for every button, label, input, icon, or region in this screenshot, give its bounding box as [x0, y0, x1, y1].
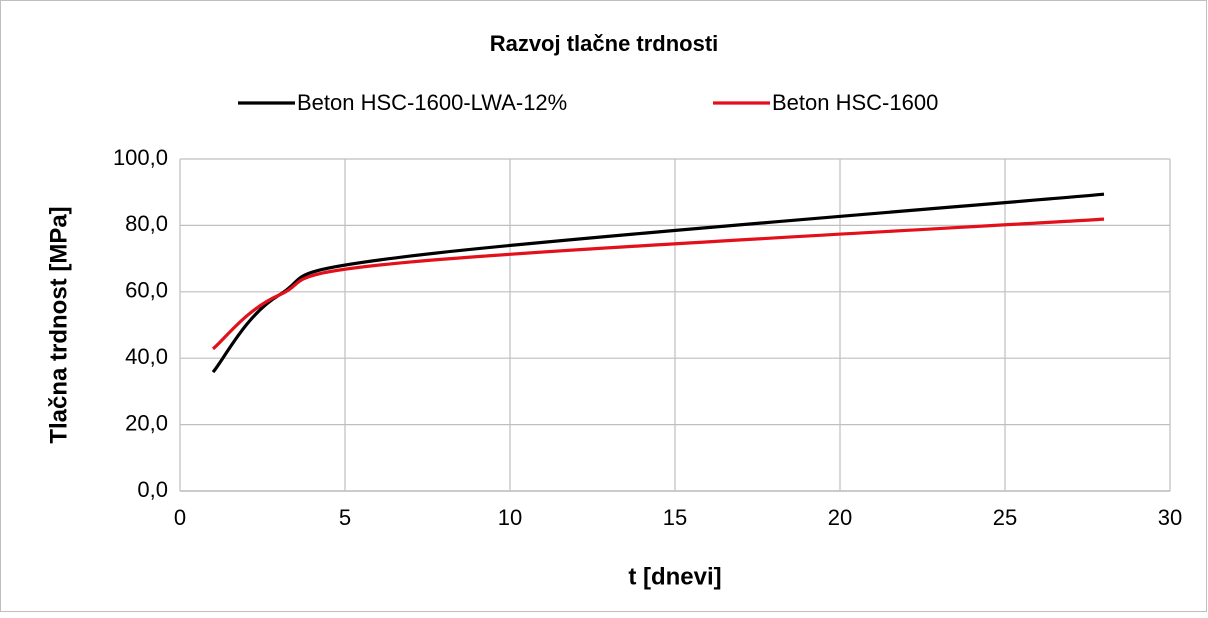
y-tick-label: 20,0: [125, 410, 168, 435]
x-axis-label: t [dnevi]: [628, 563, 721, 590]
x-tick-label: 0: [174, 505, 186, 530]
x-tick-label: 25: [993, 505, 1017, 530]
y-axis-label: Tlačna trdnost [MPa]: [45, 206, 72, 443]
line-series: [211, 217, 1105, 351]
y-tick-label: 100,0: [113, 145, 168, 170]
legend-label: Beton HSC-1600: [772, 90, 938, 115]
chart-title: Razvoj tlačne trdnosti: [490, 31, 719, 56]
y-tick-label: 0,0: [137, 477, 168, 502]
x-tick-label: 10: [498, 505, 522, 530]
x-tick-label: 5: [339, 505, 351, 530]
line-series: [211, 192, 1105, 374]
y-tick-label: 80,0: [125, 211, 168, 236]
x-tick-label: 20: [828, 505, 852, 530]
y-tick-label: 60,0: [125, 278, 168, 303]
x-tick-label: 15: [663, 505, 687, 530]
x-tick-label: 30: [1158, 505, 1182, 530]
legend-label: Beton HSC-1600-LWA-12%: [297, 90, 567, 115]
y-tick-label: 40,0: [125, 344, 168, 369]
